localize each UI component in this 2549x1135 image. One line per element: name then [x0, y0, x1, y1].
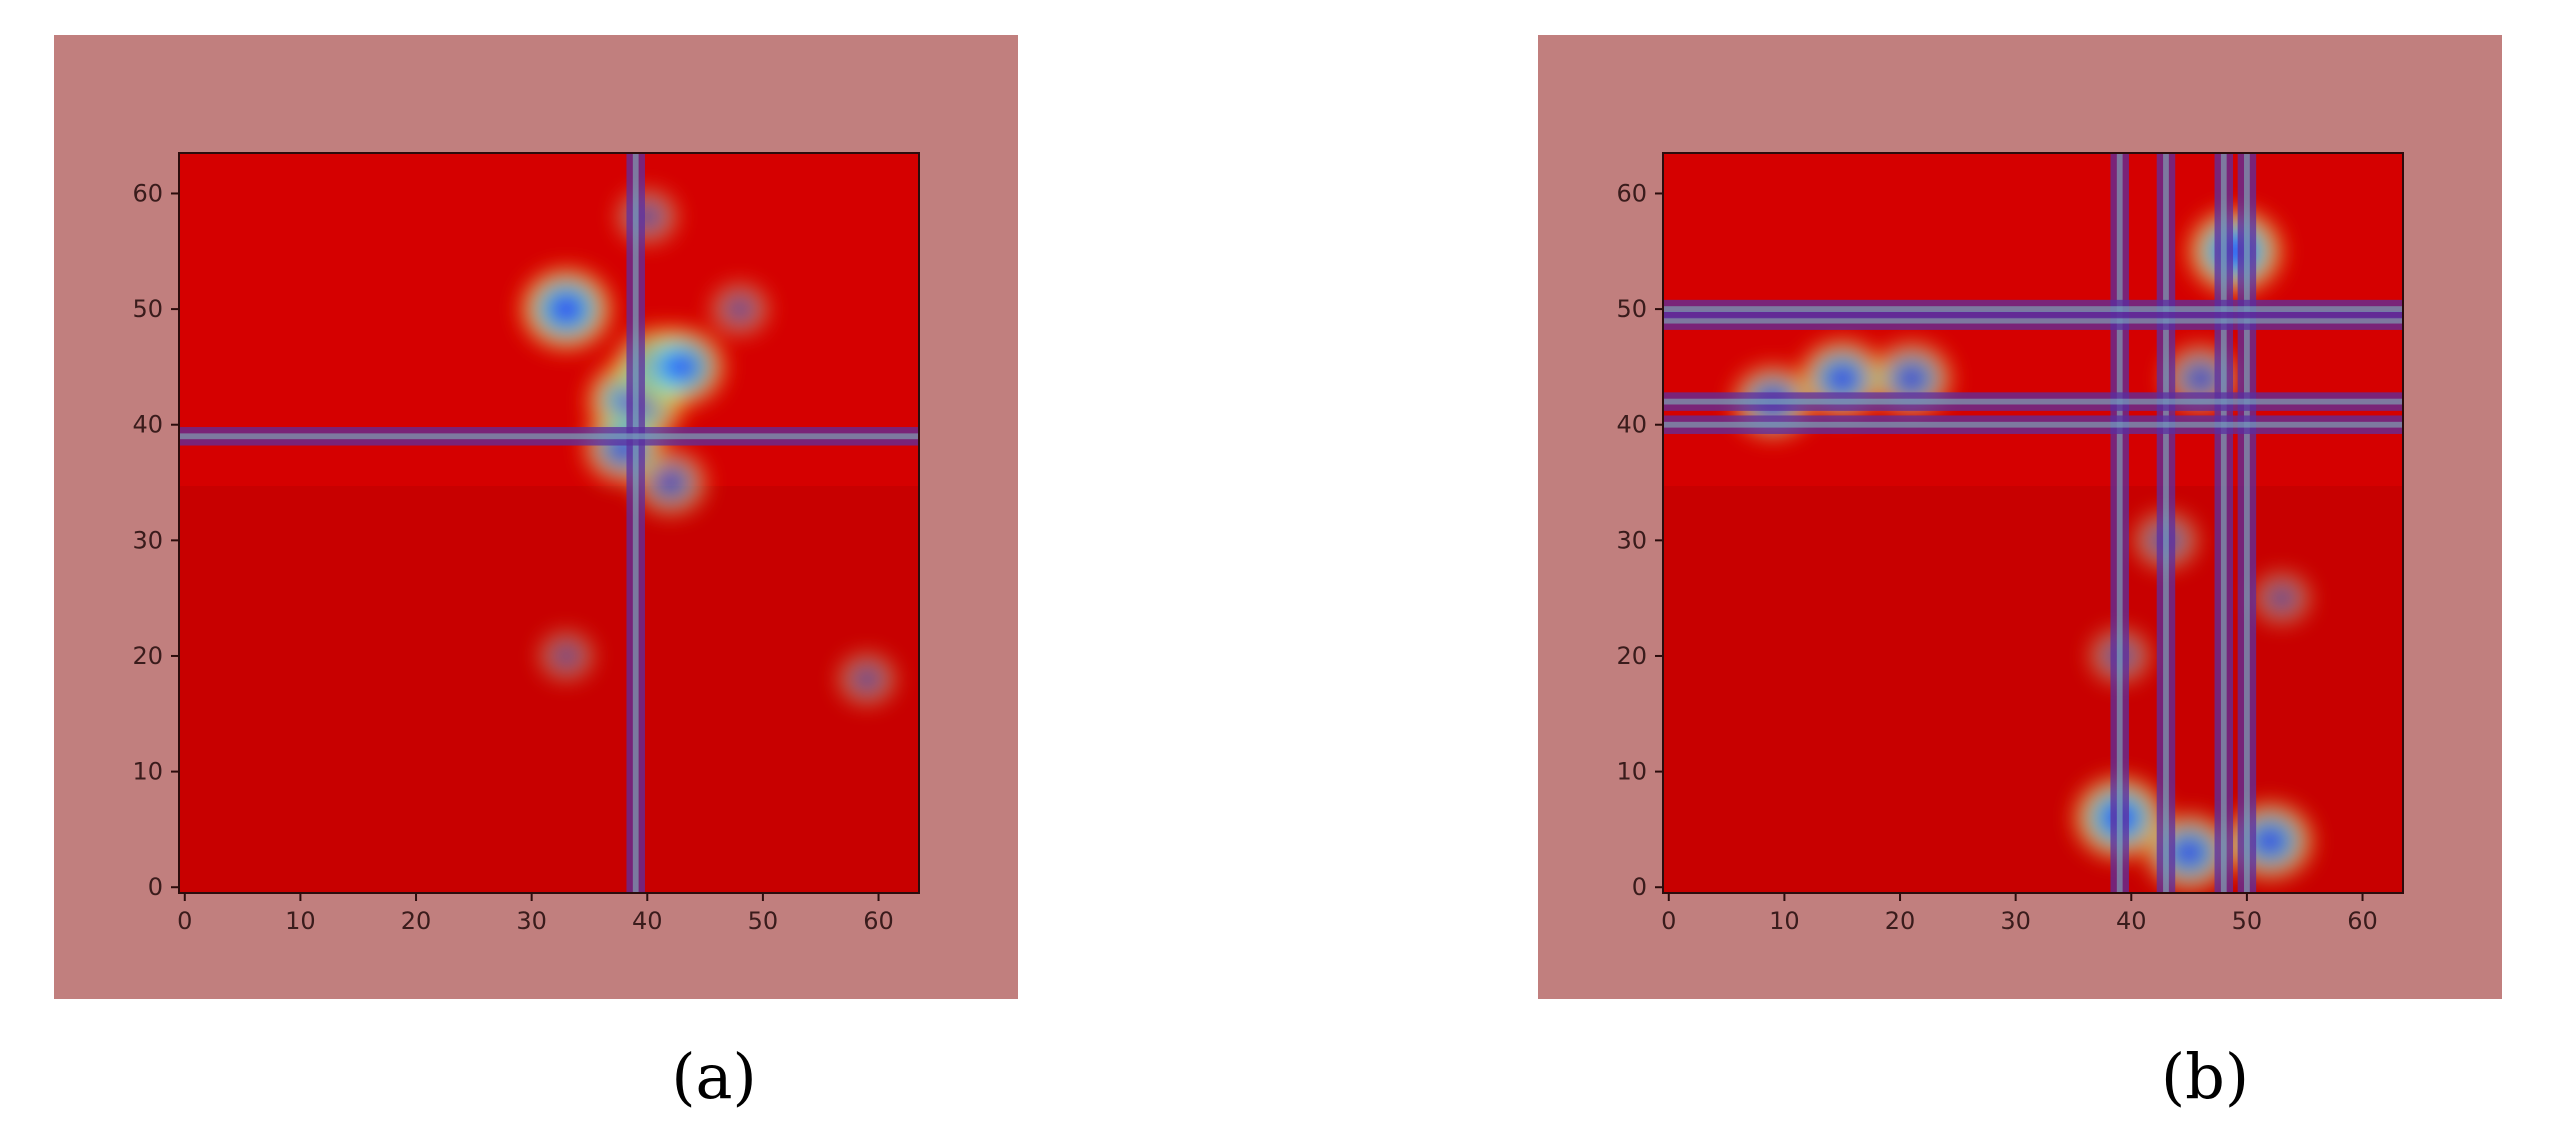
- hotspot: [832, 648, 902, 711]
- heatmap-chart-b: 0 10 20 30 40 50 60 0 10 20 30 40 50 60: [1616, 152, 2404, 935]
- x-tick-label: 20: [401, 907, 432, 935]
- axes-frame: [1662, 152, 2404, 894]
- horizontal-stripe-core: [1663, 306, 2403, 312]
- y-tick-label: 50: [1616, 295, 1647, 323]
- caption-a: (a): [671, 1040, 757, 1113]
- vertical-stripe-core: [2244, 153, 2250, 893]
- y-tick-label: 0: [1632, 873, 1647, 901]
- caption-b: (b): [2160, 1040, 2250, 1113]
- vertical-stripe-core: [2116, 153, 2123, 893]
- hotspot: [513, 261, 619, 357]
- y-tick-label: 40: [1616, 411, 1647, 439]
- x-tick-label: 20: [1885, 907, 1916, 935]
- y-tick-label: 60: [1616, 179, 1647, 207]
- x-tick-label: 60: [2347, 907, 2378, 935]
- hotspot: [2247, 567, 2317, 630]
- y-tick-label: 10: [132, 758, 163, 786]
- x-tick-label: 30: [516, 907, 547, 935]
- plot-area: [1663, 153, 2403, 893]
- heatmap-panel-b: 0 10 20 30 40 50 60 0 10 20 30 40 50 60: [1538, 35, 2502, 999]
- horizontal-stripe-core: [1663, 398, 2403, 405]
- hotspot: [533, 626, 600, 686]
- vertical-stripe-core: [632, 153, 639, 893]
- vertical-stripe-core: [2163, 153, 2169, 893]
- x-tick-label: 0: [177, 907, 192, 935]
- heatmap-chart-a: 0 10 20 30 40 50 60 0 10 20 30 40 50 60: [132, 152, 920, 935]
- x-tick-label: 60: [863, 907, 894, 935]
- hotspot: [577, 406, 671, 490]
- vertical-stripe-core: [2220, 153, 2227, 893]
- y-tick-label: 20: [132, 642, 163, 670]
- y-tick-label: 50: [132, 295, 163, 323]
- y-tick-label: 60: [132, 179, 163, 207]
- y-tick-label: 0: [148, 873, 163, 901]
- y-tick-label: 30: [132, 526, 163, 554]
- plot-area: [179, 153, 919, 893]
- x-tick-label: 10: [285, 907, 316, 935]
- hotspot: [632, 322, 732, 412]
- axes-frame: [178, 152, 920, 894]
- horizontal-stripe-core: [179, 433, 919, 440]
- hotspot: [705, 278, 775, 341]
- y-tick-label: 30: [1616, 526, 1647, 554]
- hotspot: [2181, 202, 2290, 300]
- x-tick-label: 50: [2232, 907, 2263, 935]
- x-tick-label: 40: [632, 907, 663, 935]
- heatmap-panel-a: 0 10 20 30 40 50 60 0 10 20 30 40 50 60: [54, 35, 1018, 999]
- hotspot: [2220, 796, 2320, 886]
- x-tick-label: 0: [1661, 907, 1676, 935]
- x-tick-label: 10: [1769, 907, 1800, 935]
- x-tick-label: 30: [2000, 907, 2031, 935]
- y-tick-label: 40: [132, 411, 163, 439]
- cross-lines: [179, 153, 919, 893]
- x-tick-label: 40: [2116, 907, 2147, 935]
- y-tick-label: 20: [1616, 642, 1647, 670]
- horizontal-stripe-core: [1663, 317, 2403, 324]
- horizontal-stripe-core: [1663, 421, 2403, 428]
- hotspot: [611, 184, 684, 249]
- x-tick-label: 50: [748, 907, 779, 935]
- cross-lines: [1663, 153, 2403, 893]
- y-tick-label: 10: [1616, 758, 1647, 786]
